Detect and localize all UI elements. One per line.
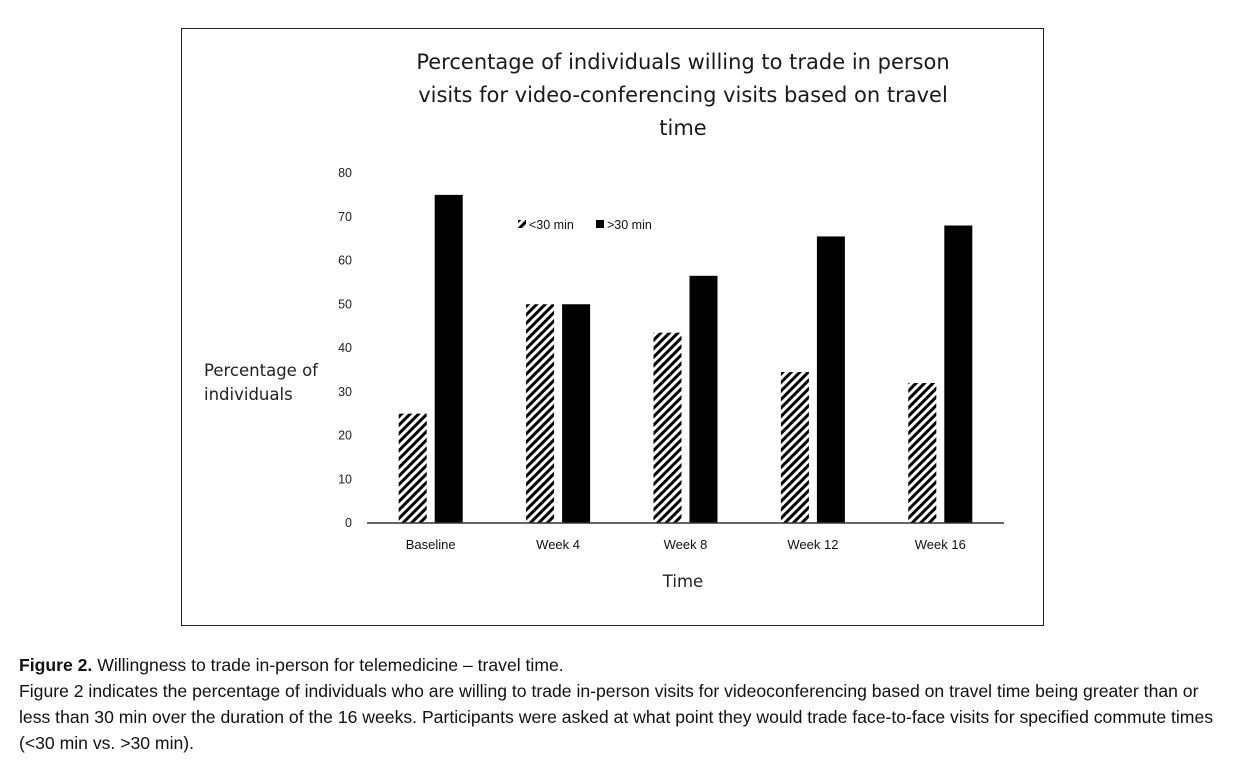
caption-heading: Figure 2. Willingness to trade in-person… (19, 652, 1215, 678)
x-tick-label: Week 4 (536, 537, 580, 552)
chart-title: Percentage of individuals willing to tra… (416, 50, 949, 140)
bar-chart: Percentage of individuals willing to tra… (204, 50, 1004, 591)
y-axis-title: Percentage of individuals (204, 361, 319, 404)
x-tick-label: Week 16 (915, 537, 966, 552)
bar-lt30-baseline (398, 413, 427, 523)
caption-label: Figure 2. (19, 655, 93, 675)
caption-title: Willingness to trade in-person for telem… (97, 655, 564, 675)
y-tick-label: 80 (338, 166, 352, 180)
chart-title-line-3: time (659, 116, 706, 140)
bar-gt30-week-4 (562, 304, 591, 523)
legend-label-gt30: >30 min (607, 218, 652, 232)
legend: <30 min >30 min (518, 218, 652, 232)
y-tick-label: 50 (338, 297, 352, 311)
x-axis-title: Time (662, 572, 703, 591)
legend-swatch-lt30 (518, 220, 526, 228)
figure-caption: Figure 2. Willingness to trade in-person… (19, 652, 1215, 756)
bars (398, 194, 973, 523)
bar-gt30-week-8 (689, 275, 718, 523)
y-tick-label: 60 (338, 254, 352, 268)
y-axis-ticks: 0 10 20 30 40 50 60 70 80 (338, 166, 352, 530)
bar-lt30-week-12 (780, 372, 809, 523)
bar-gt30-baseline (434, 194, 463, 523)
chart-frame: Percentage of individuals willing to tra… (181, 28, 1044, 626)
legend-swatch-gt30 (596, 220, 604, 228)
legend-label-lt30: <30 min (529, 218, 574, 232)
y-tick-label: 70 (338, 210, 352, 224)
caption-body: Figure 2 indicates the percentage of ind… (19, 681, 1214, 753)
y-axis-title-line-2: individuals (204, 385, 293, 404)
bar-lt30-week-4 (526, 304, 555, 523)
chart-title-line-2: visits for video-conferencing visits bas… (418, 83, 948, 107)
bar-lt30-week-16 (908, 383, 937, 523)
y-tick-label: 30 (338, 385, 352, 399)
bar-gt30-week-12 (816, 236, 845, 523)
x-tick-label: Week 12 (787, 537, 838, 552)
y-tick-label: 40 (338, 341, 352, 355)
x-axis-labels: Baseline Week 4 Week 8 Week 12 Week 16 (406, 537, 966, 552)
y-axis-title-line-1: Percentage of (204, 361, 319, 380)
bar-lt30-week-8 (653, 332, 682, 523)
x-tick-label: Baseline (406, 537, 456, 552)
x-tick-label: Week 8 (664, 537, 708, 552)
chart-title-line-1: Percentage of individuals willing to tra… (416, 50, 949, 74)
y-tick-label: 20 (338, 429, 352, 443)
y-tick-label: 10 (338, 472, 352, 486)
y-tick-label: 0 (345, 516, 352, 530)
bar-gt30-week-16 (944, 225, 973, 523)
